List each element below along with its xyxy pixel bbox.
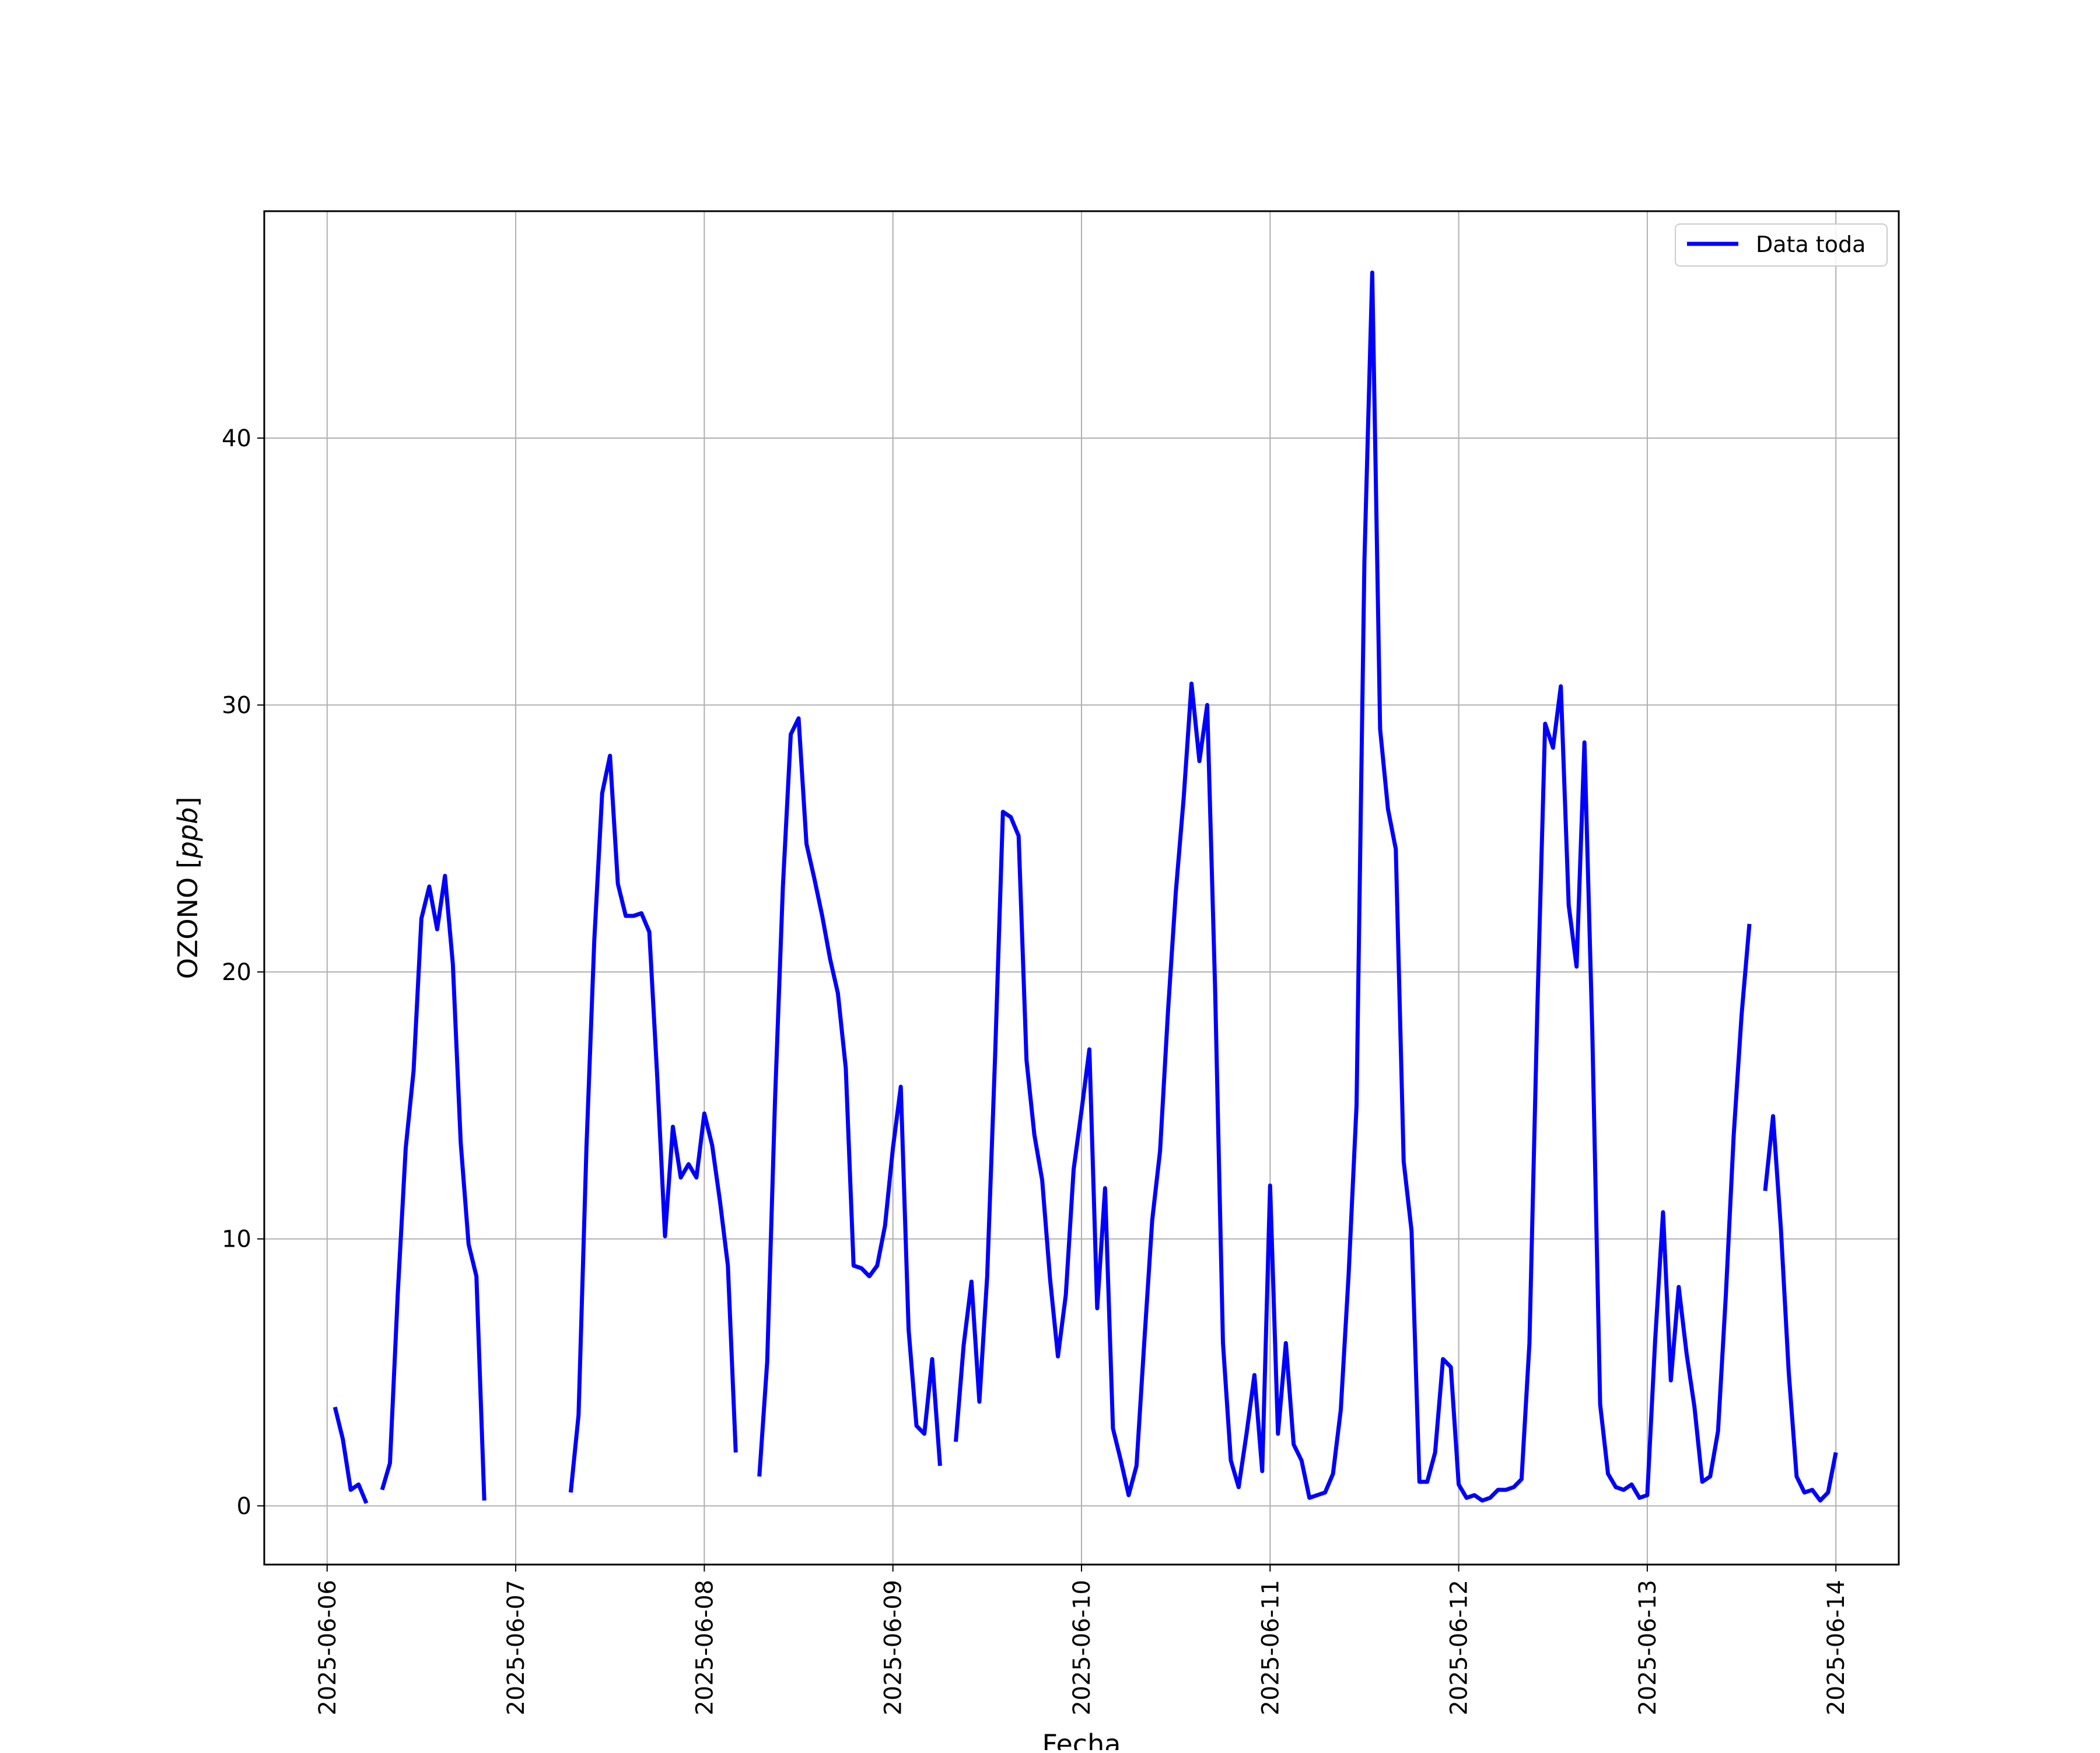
x-tick-label: 2025-06-09 (880, 1580, 907, 1715)
y-tick-label: 20 (222, 959, 251, 986)
y-axis-label: OZONO [ppb] (172, 797, 204, 979)
series-line-segment (757, 716, 942, 1477)
series-line-segment (332, 1406, 369, 1504)
axis-ticks: 2025-06-06 2025-06-07 2025-06-08 2025-06-09… (222, 425, 1850, 1716)
x-tick-label: 2025-06-08 (691, 1580, 718, 1715)
x-tick-label: 2025-06-13 (1634, 1580, 1661, 1715)
x-axis-label: Fecha (1042, 1728, 1121, 1750)
y-axis-label-unit: ppb (172, 807, 204, 859)
x-tick-label: 2025-06-12 (1446, 1580, 1473, 1715)
y-tick-label: 40 (222, 425, 251, 452)
x-tick-label: 2025-06-10 (1069, 1580, 1096, 1715)
x-tick-label: 2025-06-06 (314, 1580, 341, 1715)
legend: Data toda (1675, 223, 1888, 267)
grid-lines (264, 211, 1899, 1565)
x-tick-label: 2025-06-11 (1257, 1580, 1284, 1715)
legend-entry-label: Data toda (1756, 232, 1866, 257)
y-tick-label: 10 (222, 1226, 251, 1253)
x-tick-label: 2025-06-07 (503, 1580, 530, 1715)
x-tick-label: 2025-06-14 (1823, 1580, 1850, 1715)
y-tick-label: 30 (222, 692, 251, 719)
series-lines (332, 270, 1838, 1504)
legend-box (1675, 223, 1888, 267)
series-line-segment (568, 754, 738, 1493)
y-tick-label: 0 (237, 1493, 251, 1520)
series-line-segment (1763, 1114, 1838, 1503)
series-line-segment (954, 270, 1752, 1503)
y-axis-label-quantity: OZONO (172, 877, 204, 979)
series-line-segment (380, 873, 487, 1501)
